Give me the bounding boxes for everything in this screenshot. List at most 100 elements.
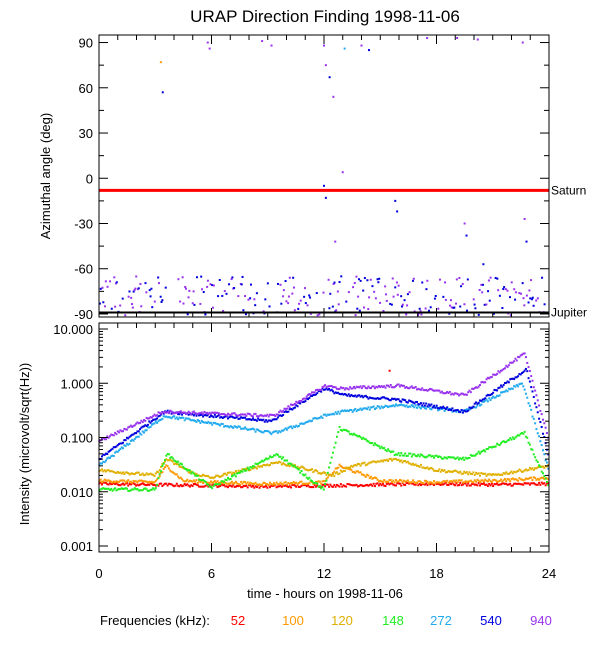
series-272-point <box>129 439 132 442</box>
series-272-point <box>342 410 345 413</box>
series-540-point <box>431 406 434 409</box>
series-120-point <box>186 468 189 471</box>
azimuth-band-point <box>418 307 421 310</box>
series-148-point <box>148 489 151 492</box>
series-100-point <box>383 479 386 482</box>
series-540-point <box>219 416 222 419</box>
azimuth-point-17 <box>323 184 325 187</box>
legend-entry-52: 52 <box>231 613 245 628</box>
azimuth-ytick-label: -60 <box>74 262 93 277</box>
series-272-point <box>404 405 407 408</box>
series-940-point <box>267 415 270 418</box>
series-52-point <box>446 483 449 486</box>
series-100-point <box>262 481 265 484</box>
azimuth-point-5 <box>270 44 273 47</box>
series-120-point <box>526 469 529 472</box>
azimuth-band-point <box>530 279 533 282</box>
azimuth-band-point <box>384 285 387 288</box>
series-52-point <box>124 482 127 485</box>
intensity-frame <box>98 322 550 553</box>
series-100-point <box>225 482 228 485</box>
series-120-point <box>291 463 294 466</box>
series-148-point <box>532 453 535 456</box>
series-540-point <box>408 399 411 402</box>
series-940-point <box>156 414 159 417</box>
azimuth-band-point <box>230 278 233 281</box>
series-272-point <box>209 421 212 424</box>
series-120-point <box>519 469 522 472</box>
series-148-point <box>547 484 550 487</box>
series-100-point <box>153 481 156 484</box>
azimuth-band-point <box>131 306 134 309</box>
series-120-point <box>133 473 136 476</box>
series-272-point <box>388 405 391 408</box>
series-940-point <box>329 385 332 388</box>
azimuth-band-point <box>494 276 497 279</box>
series-940-point <box>396 383 399 386</box>
series-148-point <box>443 456 446 459</box>
azimuth-band-point <box>376 278 379 281</box>
series-148-point <box>522 432 525 435</box>
series-940-point <box>149 416 152 419</box>
series-940-point <box>398 385 401 388</box>
series-148-point <box>349 433 352 436</box>
series-120-point <box>143 474 145 477</box>
series-272-point <box>305 421 308 424</box>
series-940-point <box>490 376 493 379</box>
series-52-point <box>355 483 358 486</box>
series-272-point <box>230 425 233 428</box>
series-940-point <box>406 387 409 390</box>
series-272-point <box>115 450 118 453</box>
azimuth-band-point <box>488 299 491 302</box>
series-148-point <box>131 488 134 491</box>
series-120-point <box>267 464 270 467</box>
series-540-point <box>266 420 269 423</box>
series-940-point <box>476 386 479 389</box>
series-272-point <box>410 404 413 407</box>
series-940-point <box>185 412 187 415</box>
azimuth-band-point <box>459 305 462 308</box>
series-52-point <box>246 486 249 489</box>
azimuth-band-point <box>131 303 133 306</box>
series-100-point <box>463 481 466 484</box>
series-940-point <box>515 359 518 362</box>
series-272-point <box>110 455 113 458</box>
series-52-point <box>379 482 382 485</box>
series-148-point <box>253 465 256 468</box>
series-940-point <box>166 411 169 414</box>
series-540-point <box>391 397 394 400</box>
series-120-point <box>188 471 191 474</box>
series-120-point <box>307 469 310 472</box>
series-940-point <box>540 413 543 416</box>
series-100-point <box>266 483 269 486</box>
series-540-point <box>384 397 387 400</box>
series-940-point <box>200 411 203 414</box>
series-52-point <box>280 485 283 488</box>
series-272-point <box>299 422 302 425</box>
series-120-point <box>509 471 512 474</box>
series-148-point <box>175 461 178 464</box>
series-120-point <box>393 458 396 461</box>
series-540-point <box>406 401 409 404</box>
series-148-point <box>459 457 462 460</box>
series-540-point <box>275 418 278 421</box>
series-540-point <box>187 413 190 416</box>
series-272-point <box>425 407 428 410</box>
series-100-point <box>422 482 425 485</box>
series-940-point <box>427 388 430 391</box>
series-148-point <box>524 435 527 438</box>
series-272-point <box>127 443 130 446</box>
series-52-point <box>464 482 467 485</box>
series-148-point <box>146 489 149 492</box>
series-120-point <box>370 461 373 464</box>
series-272-point <box>339 410 342 413</box>
series-100-point <box>174 473 177 476</box>
series-148-point <box>297 468 300 471</box>
series-148-point <box>341 429 344 432</box>
series-148-point <box>200 479 203 482</box>
series-272-point <box>351 410 354 413</box>
series-120-point <box>154 472 157 475</box>
series-940-point <box>450 393 453 396</box>
series-540-point <box>246 418 249 421</box>
series-940-point <box>249 413 252 416</box>
